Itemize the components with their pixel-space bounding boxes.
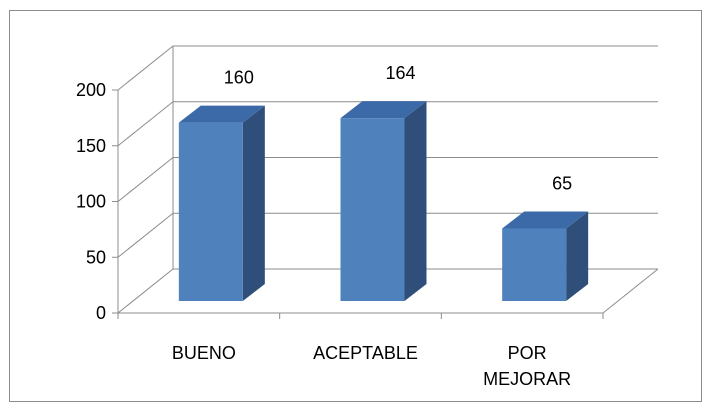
floor-edge bbox=[602, 268, 659, 314]
y-tick-label: 50 bbox=[86, 247, 106, 267]
gridline-depth bbox=[117, 157, 174, 202]
bar-side bbox=[242, 105, 265, 301]
gridline-depth bbox=[117, 268, 174, 314]
data-label: 164 bbox=[385, 63, 415, 83]
gridline-depth bbox=[117, 101, 174, 147]
y-tick-label: 200 bbox=[76, 80, 106, 100]
bar-top bbox=[178, 105, 265, 123]
bar bbox=[502, 228, 567, 301]
gridline-depth bbox=[117, 212, 174, 258]
bar bbox=[178, 122, 243, 301]
bar-top bbox=[340, 101, 427, 119]
y-tick-label: 150 bbox=[76, 136, 106, 156]
bar-top bbox=[502, 211, 589, 229]
y-tick-label: 100 bbox=[76, 192, 106, 212]
bar-side bbox=[404, 101, 427, 301]
gridline-depth bbox=[117, 45, 174, 91]
category-label: ACEPTABLE bbox=[313, 343, 418, 363]
bar-side bbox=[566, 211, 589, 301]
category-label: BUENO bbox=[172, 343, 236, 363]
y-tick-label: 0 bbox=[96, 303, 106, 323]
bar bbox=[340, 118, 405, 301]
data-label: 65 bbox=[552, 174, 572, 194]
category-label: MEJORAR bbox=[483, 369, 571, 389]
category-label: POR bbox=[508, 343, 547, 363]
data-label: 160 bbox=[224, 68, 254, 88]
